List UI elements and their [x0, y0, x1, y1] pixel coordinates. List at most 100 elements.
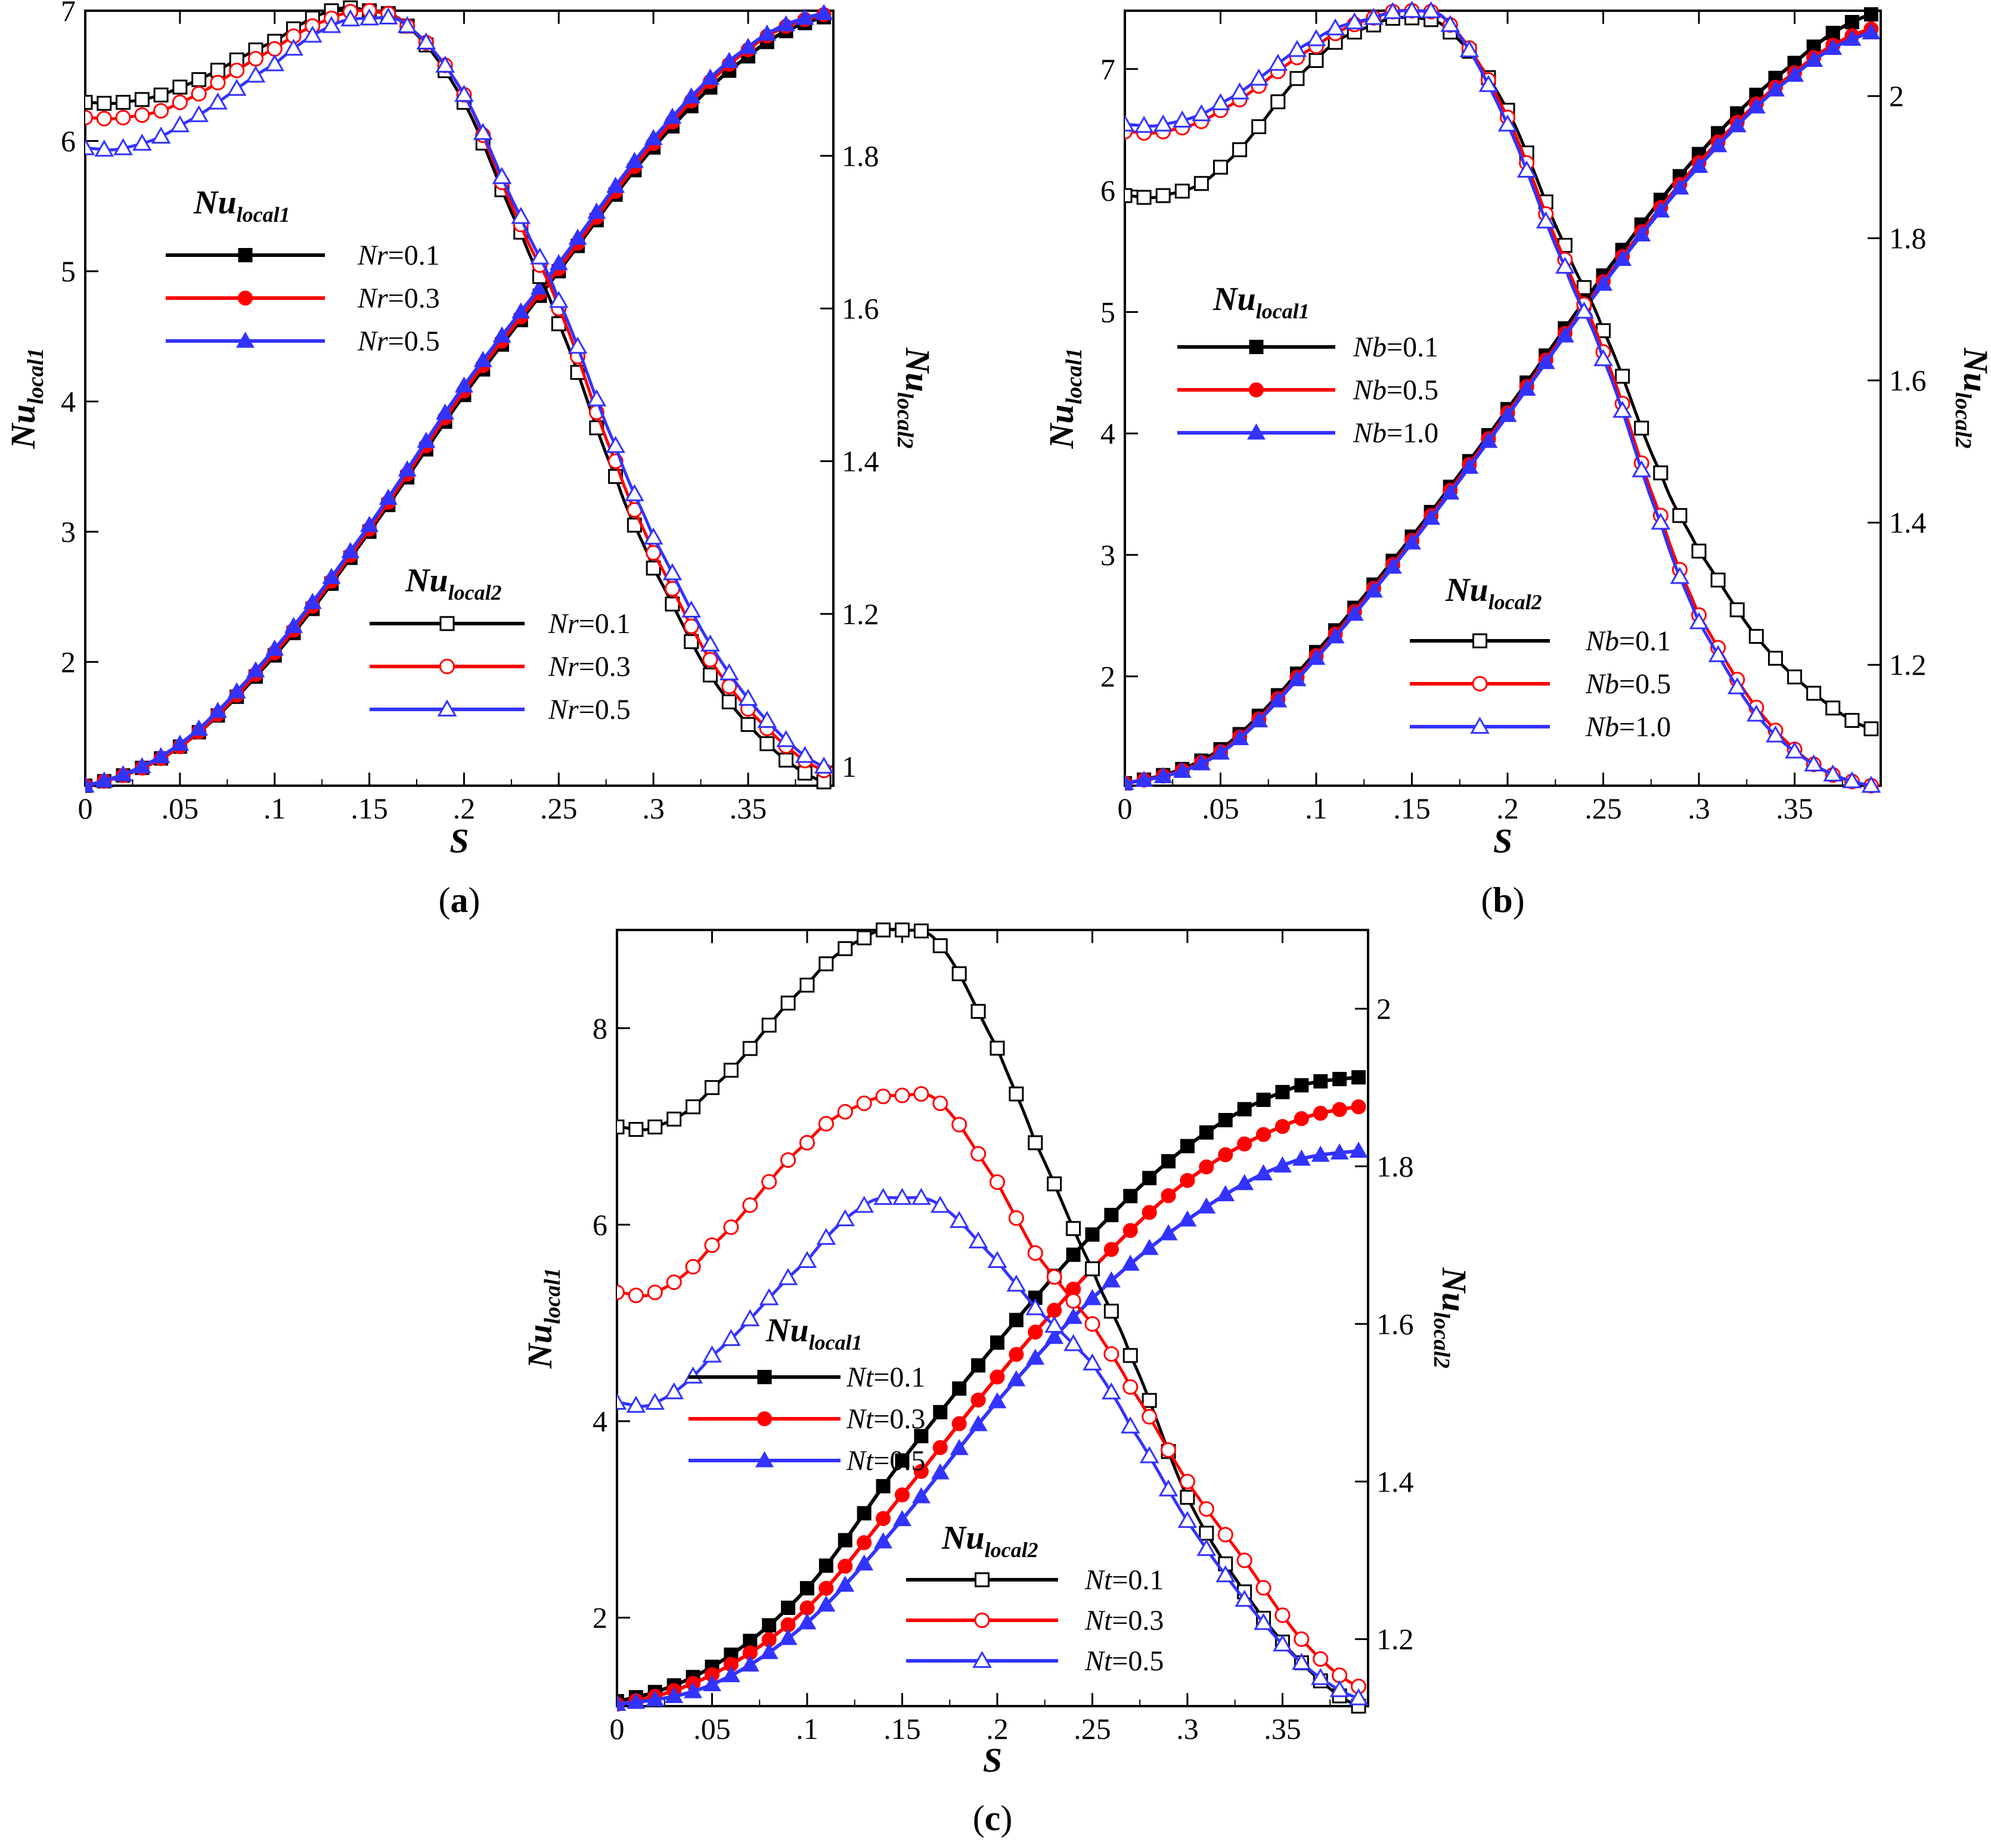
series-local2-1-marker	[628, 1287, 644, 1304]
series-local2-2-marker	[1025, 1298, 1046, 1316]
series-local2-1-marker	[210, 75, 226, 91]
series-local2-0-marker	[1122, 1348, 1138, 1363]
series-local2-2-marker	[1292, 1652, 1311, 1670]
series-local1-2-marker	[114, 765, 133, 782]
series-local2-1-marker	[172, 94, 188, 110]
series-local2-2-marker	[911, 1187, 931, 1205]
legend-title: Nulocal1	[1212, 281, 1310, 323]
series-local2-0-marker	[1710, 572, 1726, 588]
series-local1-2-marker	[379, 488, 398, 505]
series-local2-2-marker	[1329, 1680, 1350, 1697]
series-local2-2-marker	[1044, 1316, 1065, 1333]
series-local1-0-marker	[1161, 1154, 1176, 1169]
panel-label-close: )	[1000, 1799, 1012, 1838]
series-local2-0-marker	[1180, 1490, 1195, 1505]
yleft-axis-label-sub: local1	[1062, 348, 1087, 404]
series-local2-2-marker	[85, 138, 95, 156]
series-local2-2-marker	[567, 336, 588, 354]
series-local1-0-marker	[781, 1601, 796, 1616]
series-local2-2-marker	[719, 663, 739, 681]
yleft-tick-label: 6	[593, 1208, 607, 1241]
series-local2-2-marker	[738, 689, 758, 706]
legend-marker	[439, 616, 455, 631]
series-local2-1-marker	[704, 1237, 720, 1253]
legend-marker	[238, 248, 253, 262]
x-tick-label: .25	[1584, 792, 1622, 825]
series-local2-2-marker	[1083, 1353, 1102, 1371]
series-local1-1-marker	[1122, 1223, 1138, 1238]
series-local1-2-marker	[646, 1690, 665, 1707]
series-local2-0-marker	[1125, 188, 1133, 203]
yleft-tick-label: 8	[593, 1012, 607, 1045]
series-local2-0-marker	[647, 1119, 663, 1134]
series-local1-2-marker	[1269, 691, 1288, 708]
series-local2-2-marker	[1383, 2, 1403, 20]
yright-tick-label: 1.2	[1889, 648, 1927, 681]
series-local2-1	[1125, 2, 1879, 794]
series-local1-1-marker	[1294, 1111, 1309, 1127]
series-local2-2-marker	[1153, 114, 1173, 132]
series-local2-1-marker	[1198, 1501, 1214, 1517]
series-local2-0-marker	[1576, 280, 1592, 295]
series-local2-2-marker	[113, 138, 133, 156]
series-local2-0-marker	[932, 938, 948, 953]
legend-entry-value: =0.5	[1112, 1645, 1164, 1677]
series-local2-2-marker	[265, 54, 285, 72]
legend-entry-param: Nr	[548, 608, 579, 640]
legend-entry-value: =0.3	[1112, 1605, 1164, 1636]
series-local2-2-marker	[1230, 82, 1249, 100]
series-local1-0-marker	[762, 1618, 777, 1633]
series-local2-1-marker	[617, 1284, 625, 1301]
series-local2-0-marker	[1863, 721, 1879, 737]
legend-entry-label: Nb=0.1	[1585, 625, 1671, 657]
legend-entry-label: Nr=0.5	[357, 325, 440, 357]
series-local1-2-marker	[911, 1487, 931, 1503]
series-local1-1-marker	[990, 1369, 1005, 1385]
series-local2-2-marker	[416, 32, 436, 49]
series-local2-2-marker	[321, 15, 342, 33]
series-local2-2-marker	[1459, 40, 1480, 58]
series-local2-0-marker	[1213, 159, 1229, 175]
legend-title-sub: local2	[448, 581, 502, 604]
series-local2-2-line	[85, 15, 825, 768]
series-local2-0-marker	[1653, 465, 1669, 480]
yleft-tick-label: 4	[1100, 417, 1115, 450]
series-local1-2-marker	[1230, 728, 1249, 745]
series-local2-0-marker	[1028, 1135, 1043, 1151]
series-local2-2-marker	[1536, 211, 1556, 229]
series-local2-0-marker	[799, 978, 815, 993]
series-local2-2-marker	[284, 38, 303, 56]
series-local1-1-marker	[1103, 1242, 1119, 1257]
series-local1-2-marker	[1211, 743, 1230, 760]
series-local2-2-marker	[1287, 39, 1307, 57]
series-local2-2-marker	[151, 126, 171, 144]
series-local2-1-marker	[970, 1146, 987, 1162]
series-local2-0-marker	[628, 1122, 644, 1137]
series-local1-2-marker	[1747, 97, 1766, 114]
yright-axis-label-base: Nu	[1956, 347, 1991, 392]
series-local2-0-marker	[97, 95, 112, 111]
series-local2-0-line	[617, 928, 1360, 1708]
series-local2-2-marker	[814, 756, 834, 774]
series-local2-2-marker	[1006, 1275, 1026, 1292]
series-local1-2-marker	[779, 1629, 798, 1645]
series-local1-0-marker	[1104, 1208, 1119, 1223]
series-local2-2-marker	[227, 79, 247, 96]
series-local1-2-marker	[1708, 136, 1728, 153]
series-local2-2-marker	[170, 115, 190, 132]
series-local2-0-marker	[779, 752, 794, 768]
series-local1-2-marker	[798, 1613, 817, 1630]
series-local2-0-marker	[1232, 142, 1248, 157]
series-local2-2-marker	[606, 436, 625, 453]
series-local2-2-marker	[1842, 771, 1862, 789]
series-local1-0-marker	[990, 1335, 1004, 1350]
series-local1-2-marker	[1007, 1370, 1026, 1387]
legend-marker	[756, 1411, 773, 1427]
series-local2-1-marker	[266, 41, 283, 57]
series-local2-2-marker	[1235, 1589, 1254, 1607]
series-local1-2-marker	[360, 516, 379, 532]
series-local1-1	[1125, 21, 1879, 791]
series-local2-2-marker	[1708, 645, 1728, 662]
series-local1-2-marker	[1403, 533, 1421, 550]
series-local2-0-marker	[1103, 1303, 1119, 1319]
